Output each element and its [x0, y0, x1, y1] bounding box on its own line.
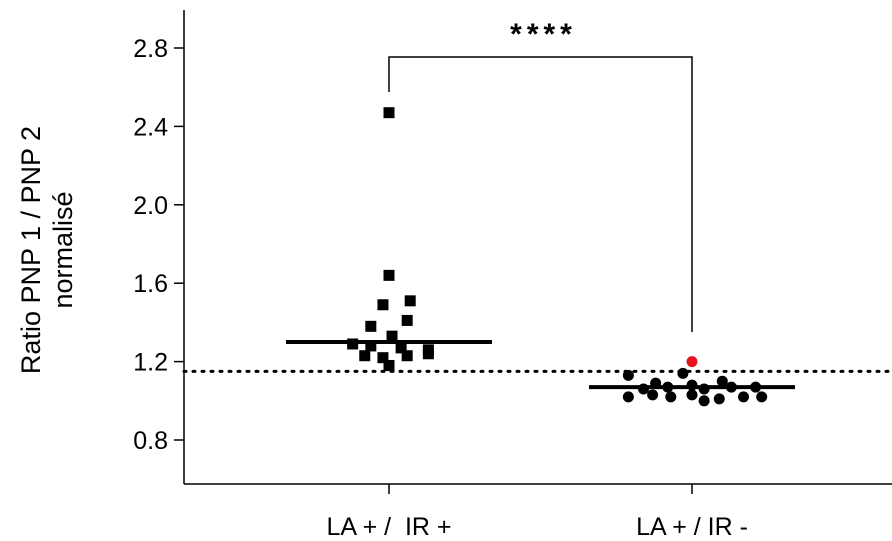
significance-bracket: **** [388, 18, 693, 332]
data-point-square [377, 299, 389, 311]
data-point-square [422, 348, 434, 360]
data-point-square [401, 314, 413, 326]
series-0 [286, 107, 492, 372]
data-point-circle [665, 391, 677, 403]
data-point-circle [686, 389, 698, 401]
data-point-square [383, 269, 395, 281]
data-point-circle [677, 367, 689, 379]
data-point-circle [622, 369, 634, 381]
data-point-square [383, 360, 395, 372]
data-point-circle [716, 375, 728, 387]
y-tick-label: 2.4 [133, 113, 168, 141]
y-tick-label: 1.2 [133, 349, 168, 377]
data-point-circle [738, 391, 750, 403]
y-tick-label: 2.0 [133, 192, 168, 220]
data-point-square [395, 342, 407, 354]
data-point-square [359, 350, 371, 362]
data-point-square [404, 295, 416, 307]
y-axis-title: Ratio PNP 1 / PNP 2 normalisé [16, 126, 78, 374]
significance-label: **** [510, 18, 577, 51]
data-point-square [365, 340, 377, 352]
y-axis-title-line: Ratio PNP 1 / PNP 2 [16, 126, 46, 374]
data-point-circle [647, 389, 659, 401]
data-marks [286, 107, 795, 407]
x-tick-label: LA + / IR - [636, 513, 748, 541]
data-point-circle [622, 391, 634, 403]
data-point-circle [698, 395, 710, 407]
data-point-square [365, 320, 377, 332]
data-point-square [383, 107, 395, 119]
y-tick-label: 1.6 [133, 270, 168, 298]
bracket-line [388, 56, 693, 332]
data-point-square [377, 352, 389, 364]
y-axis-title-line: normalisé [48, 191, 78, 308]
data-point-square [386, 330, 398, 342]
x-tick-label: LA + / IR + [326, 513, 451, 541]
y-tick-label: 2.8 [133, 35, 168, 63]
data-point-circle [713, 393, 725, 405]
axes: 0.8 1.2 1.6 2.0 2.4 2.8 LA + / IR + LA + / IR - [133, 10, 892, 541]
data-point-square [401, 350, 413, 362]
y-tick-label: 0.8 [133, 427, 168, 455]
highlighted-data-point [686, 356, 698, 368]
series-1 [589, 356, 795, 407]
data-point-circle [756, 391, 768, 403]
